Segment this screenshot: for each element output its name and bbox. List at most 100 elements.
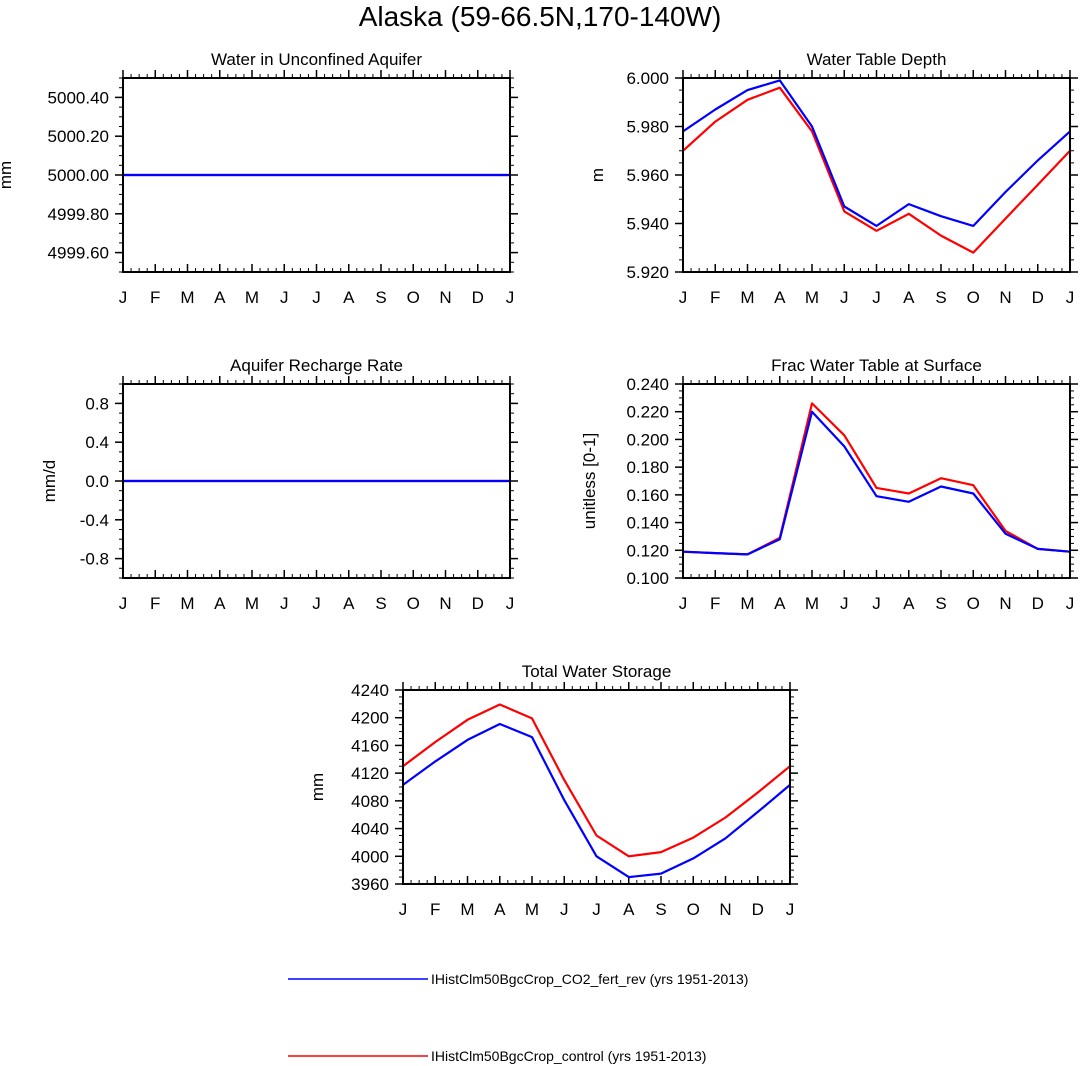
frac-water-table-ytick-label: 0.220 [626, 403, 669, 422]
total-water-storage-plot-frame [402, 689, 791, 885]
aquifer-water-title: Water in Unconfined Aquifer [211, 50, 422, 69]
water-table-depth-xtick-label: N [999, 288, 1011, 307]
recharge-rate-xtick-label: M [245, 594, 259, 613]
frac-water-table-xtick-label: J [840, 594, 849, 613]
aquifer-water-ytick-label: 5000.20 [48, 127, 109, 146]
frac-water-table-xtick-label: S [935, 594, 946, 613]
frac-water-table-ylabel: unitless [0-1] [580, 433, 599, 529]
recharge-rate-title: Aquifer Recharge Rate [230, 356, 403, 375]
aquifer-water-plot-frame [122, 77, 511, 273]
total-water-storage-ylabel: mm [308, 773, 327, 801]
aquifer-water-ylabel: mm [0, 161, 15, 189]
legend-label-co2-fert-rev: IHistClm50BgcCrop_CO2_fert_rev (yrs 1951… [431, 971, 748, 987]
recharge-rate-xtick-label: S [375, 594, 386, 613]
water-table-depth-xtick-label: M [740, 288, 754, 307]
recharge-rate-xtick-label: N [439, 594, 451, 613]
water-table-depth-xtick-label: A [903, 288, 915, 307]
total-water-storage-ytick-label: 4040 [351, 820, 389, 839]
panel-frac-water-table: Frac Water Table at Surface unitless [0-1… [580, 356, 1078, 613]
aquifer-water-xtick-label: A [343, 288, 355, 307]
recharge-rate-xtick-label: A [343, 594, 355, 613]
total-water-storage-ytick-label: 4080 [351, 792, 389, 811]
aquifer-water-xtick-label: O [407, 288, 420, 307]
aquifer-water-xtick-label: S [375, 288, 386, 307]
frac-water-table-ytick-label: 0.120 [626, 541, 669, 560]
frac-water-table-xtick-label: O [967, 594, 980, 613]
frac-water-table-xtick-label: A [903, 594, 915, 613]
frac-water-table-xtick-label: F [710, 594, 720, 613]
legend: IHistClm50BgcCrop_CO2_fert_rev (yrs 1951… [288, 971, 748, 1064]
frac-water-table-xtick-label: N [999, 594, 1011, 613]
water-table-depth-ytick-label: 5.920 [626, 263, 669, 282]
water-table-depth-xtick-label: S [935, 288, 946, 307]
water-table-depth-ytick-label: 6.000 [626, 69, 669, 88]
frac-water-table-series-co2-fert-rev [682, 410, 1071, 556]
water-table-depth-xtick-label: M [805, 288, 819, 307]
legend-label-control: IHistClm50BgcCrop_control (yrs 1951-2013… [431, 1048, 706, 1064]
total-water-storage-xtick-label: A [623, 900, 635, 919]
recharge-rate-xtick-label: A [214, 594, 226, 613]
total-water-storage-ytick-label: 4160 [351, 736, 389, 755]
frac-water-table-xtick-label: D [1032, 594, 1044, 613]
water-table-depth-xtick-label: A [774, 288, 786, 307]
water-table-depth-series-co2-fert-rev [682, 79, 1071, 227]
total-water-storage-ytick-label: 4200 [351, 709, 389, 728]
aquifer-water-xtick-label: N [439, 288, 451, 307]
water-table-depth-xtick-label: J [840, 288, 849, 307]
total-water-storage-xtick-label: J [592, 900, 601, 919]
aquifer-water-xtick-label: J [506, 288, 515, 307]
water-table-depth-ytick-label: 5.940 [626, 215, 669, 234]
aquifer-water-ytick-label: 4999.80 [48, 205, 109, 224]
water-table-depth-xtick-label: J [679, 288, 688, 307]
recharge-rate-xtick-label: J [119, 594, 128, 613]
water-table-depth-xtick-label: D [1032, 288, 1044, 307]
water-table-depth-xtick-label: F [710, 288, 720, 307]
recharge-rate-xtick-label: D [472, 594, 484, 613]
total-water-storage-series-control [402, 703, 791, 858]
total-water-storage-title: Total Water Storage [522, 662, 672, 681]
aquifer-water-ytick-label: 5000.40 [48, 88, 109, 107]
aquifer-water-xtick-label: F [150, 288, 160, 307]
water-table-depth-ylabel: m [588, 168, 607, 182]
frac-water-table-ytick-label: 0.140 [626, 514, 669, 533]
total-water-storage-ytick-label: 4240 [351, 681, 389, 700]
total-water-storage-xtick-label: S [655, 900, 666, 919]
aquifer-water-xtick-label: J [312, 288, 321, 307]
figure-title: Alaska (59-66.5N,170-140W) [359, 1, 722, 32]
frac-water-table-xtick-label: J [679, 594, 688, 613]
aquifer-water-xtick-label: J [119, 288, 128, 307]
total-water-storage-xtick-label: M [525, 900, 539, 919]
recharge-rate-xtick-label: J [506, 594, 515, 613]
total-water-storage-ytick-label: 4120 [351, 764, 389, 783]
aquifer-water-xtick-label: J [280, 288, 289, 307]
recharge-rate-xtick-label: O [407, 594, 420, 613]
recharge-rate-xtick-label: M [180, 594, 194, 613]
water-table-depth-ytick-label: 5.960 [626, 166, 669, 185]
total-water-storage-series-co2-fert-rev [402, 722, 791, 879]
total-water-storage-xtick-label: J [399, 900, 408, 919]
total-water-storage-xtick-label: N [719, 900, 731, 919]
recharge-rate-ytick-label: -0.4 [80, 511, 109, 530]
aquifer-water-ytick-label: 5000.00 [48, 166, 109, 185]
frac-water-table-ytick-label: 0.240 [626, 375, 669, 394]
total-water-storage-ytick-label: 4000 [351, 847, 389, 866]
frac-water-table-ytick-label: 0.200 [626, 430, 669, 449]
total-water-storage-xtick-label: O [687, 900, 700, 919]
total-water-storage-xtick-label: M [460, 900, 474, 919]
aquifer-water-ytick-label: 4999.60 [48, 244, 109, 263]
frac-water-table-xtick-label: M [740, 594, 754, 613]
aquifer-water-xtick-label: A [214, 288, 226, 307]
total-water-storage-xtick-label: F [430, 900, 440, 919]
frac-water-table-ytick-label: 0.160 [626, 486, 669, 505]
recharge-rate-xtick-label: J [312, 594, 321, 613]
total-water-storage-ytick-label: 3960 [351, 875, 389, 894]
recharge-rate-ytick-label: 0.0 [85, 472, 109, 491]
recharge-rate-ytick-label: 0.4 [85, 433, 109, 452]
recharge-rate-ytick-label: -0.8 [80, 550, 109, 569]
frac-water-table-xtick-label: J [872, 594, 881, 613]
recharge-rate-xtick-label: F [150, 594, 160, 613]
frac-water-table-series-control [682, 402, 1071, 556]
recharge-rate-ytick-label: 0.8 [85, 394, 109, 413]
